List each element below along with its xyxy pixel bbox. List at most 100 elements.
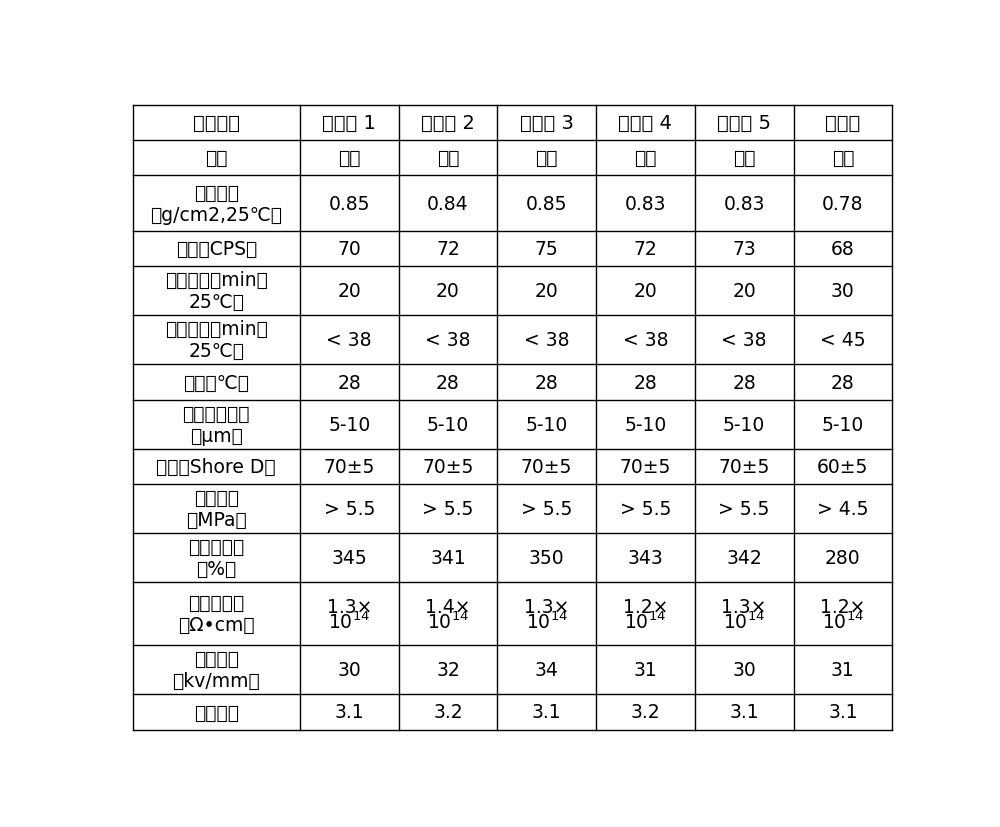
Text: 20: 20 [436, 282, 460, 301]
Text: 34: 34 [535, 661, 559, 680]
Text: > 5.5: > 5.5 [718, 500, 770, 519]
Text: 1.2×: 1.2× [820, 597, 866, 616]
Text: 透明: 透明 [733, 149, 755, 168]
Text: 30: 30 [732, 661, 756, 680]
Text: 扯断伸长率
（%）: 扯断伸长率 （%） [188, 538, 244, 578]
Text: 透明: 透明 [437, 149, 459, 168]
Text: 20: 20 [535, 282, 559, 301]
Text: 抗拉强度
（MPa）: 抗拉强度 （MPa） [186, 488, 247, 529]
Text: 外观: 外观 [205, 149, 228, 168]
Text: 70±5: 70±5 [324, 457, 375, 476]
Text: 透明: 透明 [338, 149, 360, 168]
Text: $10^{14}$: $10^{14}$ [427, 611, 469, 633]
Text: < 38: < 38 [721, 331, 767, 350]
Text: 5-10: 5-10 [526, 415, 568, 434]
Text: 实施例 2: 实施例 2 [421, 113, 475, 132]
Text: $10^{14}$: $10^{14}$ [723, 611, 765, 633]
Text: $10^{14}$: $10^{14}$ [624, 611, 666, 633]
Text: 72: 72 [436, 240, 460, 259]
Text: 透明: 透明 [832, 149, 854, 168]
Text: 3.1: 3.1 [334, 703, 364, 722]
Text: 5-10: 5-10 [723, 415, 765, 434]
Text: < 38: < 38 [623, 331, 668, 350]
Text: 对照组: 对照组 [825, 113, 861, 132]
Text: 28: 28 [337, 373, 361, 392]
Text: 全干时间（min，
25℃）: 全干时间（min， 25℃） [165, 320, 268, 361]
Text: 透明: 透明 [634, 149, 657, 168]
Text: 280: 280 [825, 548, 861, 567]
Text: 3.2: 3.2 [433, 703, 463, 722]
Text: 实施例 3: 实施例 3 [520, 113, 574, 132]
Text: > 5.5: > 5.5 [324, 500, 375, 519]
Text: 3.1: 3.1 [729, 703, 759, 722]
Text: 28: 28 [535, 373, 559, 392]
Text: 5-10: 5-10 [822, 415, 864, 434]
Text: > 5.5: > 5.5 [620, 500, 671, 519]
Text: 粘度（CPS）: 粘度（CPS） [176, 240, 257, 259]
Text: 建议涂层厚度
（μm）: 建议涂层厚度 （μm） [183, 404, 250, 445]
Text: 28: 28 [732, 373, 756, 392]
Text: < 45: < 45 [820, 331, 866, 350]
Text: 28: 28 [436, 373, 460, 392]
Text: 70: 70 [337, 240, 361, 259]
Text: 5-10: 5-10 [624, 415, 667, 434]
Text: 70±5: 70±5 [620, 457, 671, 476]
Text: 0.85: 0.85 [328, 194, 370, 213]
Text: > 5.5: > 5.5 [422, 500, 474, 519]
Text: 实施例 4: 实施例 4 [618, 113, 672, 132]
Text: 68: 68 [831, 240, 855, 259]
Text: 相对密度
（g/cm2,25℃）: 相对密度 （g/cm2,25℃） [150, 184, 282, 224]
Text: 70±5: 70±5 [521, 457, 572, 476]
Text: 介电强度
（kv/mm）: 介电强度 （kv/mm） [172, 649, 260, 691]
Text: < 38: < 38 [524, 331, 569, 350]
Text: 20: 20 [337, 282, 361, 301]
Text: 341: 341 [430, 548, 466, 567]
Text: 3.1: 3.1 [828, 703, 858, 722]
Text: 透明: 透明 [535, 149, 558, 168]
Text: $10^{14}$: $10^{14}$ [822, 611, 864, 633]
Text: 350: 350 [529, 548, 564, 567]
Text: 1.4×: 1.4× [425, 597, 471, 616]
Text: $10^{14}$: $10^{14}$ [328, 611, 370, 633]
Text: 1.3×: 1.3× [721, 597, 767, 616]
Text: 70±5: 70±5 [422, 457, 474, 476]
Text: 0.83: 0.83 [625, 194, 666, 213]
Text: > 4.5: > 4.5 [817, 500, 869, 519]
Text: 28: 28 [831, 373, 855, 392]
Text: 345: 345 [331, 548, 367, 567]
Text: 30: 30 [337, 661, 361, 680]
Text: 342: 342 [726, 548, 762, 567]
Text: 70±5: 70±5 [718, 457, 770, 476]
Text: 31: 31 [634, 661, 657, 680]
Text: 28: 28 [634, 373, 657, 392]
Text: 1.3×: 1.3× [524, 597, 569, 616]
Text: < 38: < 38 [425, 331, 471, 350]
Text: 5-10: 5-10 [427, 415, 469, 434]
Text: 75: 75 [535, 240, 559, 259]
Text: 5-10: 5-10 [328, 415, 370, 434]
Text: 实施例 5: 实施例 5 [717, 113, 771, 132]
Text: 检测项目: 检测项目 [193, 113, 240, 132]
Text: 表干时间（min，
25℃）: 表干时间（min， 25℃） [165, 271, 268, 312]
Text: 30: 30 [831, 282, 855, 301]
Text: 73: 73 [732, 240, 756, 259]
Text: 介电常数: 介电常数 [194, 703, 239, 722]
Text: 实施例 1: 实施例 1 [322, 113, 376, 132]
Text: 0.84: 0.84 [427, 194, 469, 213]
Text: 3.2: 3.2 [631, 703, 660, 722]
Text: 硬度（Shore D）: 硬度（Shore D） [156, 457, 276, 476]
Text: < 38: < 38 [326, 331, 372, 350]
Text: 1.3×: 1.3× [327, 597, 372, 616]
Text: 体积电阻率
（Ω•cm）: 体积电阻率 （Ω•cm） [178, 594, 255, 634]
Text: 3.1: 3.1 [532, 703, 561, 722]
Text: 0.78: 0.78 [822, 194, 864, 213]
Text: 60±5: 60±5 [817, 457, 869, 476]
Text: 20: 20 [634, 282, 657, 301]
Text: 343: 343 [628, 548, 663, 567]
Text: > 5.5: > 5.5 [521, 500, 572, 519]
Text: 闪点（℃）: 闪点（℃） [183, 373, 249, 392]
Text: 0.85: 0.85 [526, 194, 567, 213]
Text: 20: 20 [732, 282, 756, 301]
Text: 0.83: 0.83 [723, 194, 765, 213]
Text: 31: 31 [831, 661, 855, 680]
